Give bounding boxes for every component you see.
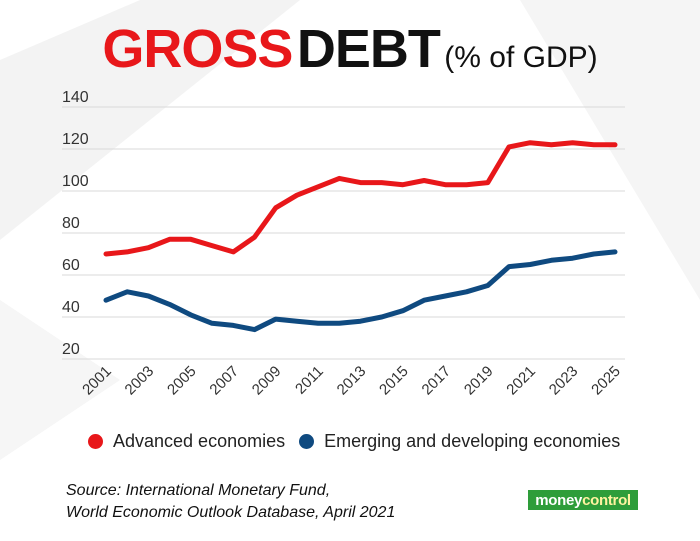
source-line-2: World Economic Outlook Database, April 2… bbox=[66, 504, 396, 521]
series-line-emerging bbox=[103, 249, 618, 333]
y-tick-label-60: 60 bbox=[62, 257, 80, 274]
legend-item-advanced: Advanced economies bbox=[88, 431, 285, 452]
x-tick-label-2017: 2017 bbox=[419, 363, 455, 399]
y-tick-label-20: 20 bbox=[62, 341, 80, 358]
title-gross: GROSS bbox=[102, 19, 293, 79]
background-shape-bottom bbox=[0, 300, 120, 460]
x-tick-label-2023: 2023 bbox=[546, 363, 582, 399]
legend-item-emerging: Emerging and developing economies bbox=[299, 431, 620, 452]
background-shape-right bbox=[520, 0, 700, 300]
y-tick-label-80: 80 bbox=[62, 215, 80, 232]
series-line-advanced bbox=[103, 140, 618, 257]
legend: Advanced economies Emerging and developi… bbox=[88, 431, 634, 452]
x-tick-label-2025: 2025 bbox=[588, 363, 624, 399]
y-tick-label-120: 120 bbox=[62, 131, 89, 148]
moneycontrol-logo: money control bbox=[528, 490, 638, 510]
legend-marker-advanced bbox=[88, 434, 103, 449]
background-shape-left bbox=[0, 0, 300, 240]
x-tick-label-2001: 2001 bbox=[79, 363, 115, 399]
source-line-1: Source: International Monetary Fund, bbox=[66, 482, 331, 499]
legend-marker-emerging bbox=[299, 434, 315, 449]
x-tick-label-2013: 2013 bbox=[334, 363, 370, 399]
title-debt: DEBT bbox=[296, 19, 441, 79]
y-tick-label-100: 100 bbox=[62, 173, 89, 190]
x-tick-label-2011: 2011 bbox=[292, 363, 327, 398]
title-unit: (% of GDP) bbox=[444, 41, 598, 74]
chart-title: GROSS DEBT (% of GDP) bbox=[0, 18, 700, 80]
x-tick-label-2007: 2007 bbox=[206, 363, 242, 399]
x-tick-label-2015: 2015 bbox=[376, 363, 412, 399]
legend-label-emerging: Emerging and developing economies bbox=[324, 431, 621, 451]
x-tick-label-2005: 2005 bbox=[164, 363, 200, 399]
x-tick-label-2021: 2021 bbox=[503, 363, 539, 399]
y-tick-label-40: 40 bbox=[62, 299, 80, 316]
logo-part-control: control bbox=[582, 491, 631, 509]
logo-part-money: money bbox=[535, 491, 583, 509]
y-tick-label-140: 140 bbox=[62, 89, 89, 106]
legend-label-advanced: Advanced economies bbox=[113, 431, 286, 451]
x-tick-label-2009: 2009 bbox=[249, 363, 285, 399]
x-tick-label-2003: 2003 bbox=[122, 363, 158, 399]
source-note: Source: International Monetary Fund, Wor… bbox=[66, 480, 395, 524]
x-tick-label-2019: 2019 bbox=[461, 363, 497, 399]
